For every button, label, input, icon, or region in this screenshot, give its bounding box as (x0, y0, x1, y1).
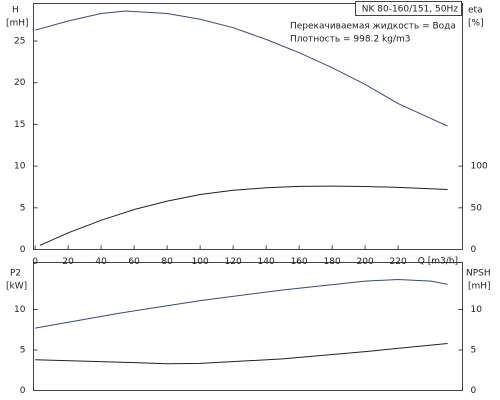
x-tick-label: 80 (161, 257, 173, 267)
y-axis-label: H (12, 6, 19, 16)
y2-tick-label: 0 (471, 386, 477, 396)
curve (39, 185, 448, 246)
curve (35, 343, 448, 365)
y-tick-label: 5 (20, 203, 26, 213)
y-axis-unit: [mH] (6, 19, 29, 29)
y2-axis-label: eta (468, 6, 483, 16)
x-tick-label: 220 (390, 257, 407, 267)
x-tick-label: 60 (128, 257, 140, 267)
y2-tick-label: 100 (471, 162, 488, 172)
y-axis-unit: [kW] (6, 282, 27, 292)
plot-frame (33, 262, 463, 391)
curve (34, 10, 448, 127)
x-tick-label: 120 (225, 257, 242, 267)
x-axis-label: Q [m3/h] (418, 257, 458, 267)
y2-axis-unit: [mH] (468, 282, 491, 292)
y-tick-label: 10 (14, 305, 26, 315)
y-tick-label: 20 (14, 78, 26, 88)
title-box (355, 1, 462, 16)
x-tick-label: 40 (95, 257, 107, 267)
y-tick-label: 10 (14, 162, 26, 172)
x-tick-label: 200 (357, 257, 374, 267)
y2-tick-label: 50 (471, 203, 483, 213)
y-tick-label: 5 (20, 345, 26, 355)
curve (35, 278, 448, 329)
plot-frame (33, 3, 463, 250)
x-tick-label: 180 (324, 257, 341, 267)
y-tick-label: 0 (20, 386, 26, 396)
x-tick-label: 20 (62, 257, 74, 267)
y2-axis-unit: [%] (468, 19, 484, 29)
y-tick-label: 25 (14, 37, 25, 47)
x-tick-label: 0 (32, 257, 38, 267)
y2-tick-label: 10 (471, 305, 483, 315)
annotation: Плотность = 998.2 kg/m3 (290, 35, 411, 45)
y2-axis-label: NPSH (466, 269, 491, 279)
x-tick-label: 160 (291, 257, 308, 267)
x-tick-label: 140 (258, 257, 275, 267)
y-tick-label: 15 (14, 120, 25, 130)
y-axis-label: P2 (10, 269, 21, 279)
y-tick-label: 0 (20, 245, 26, 255)
y2-tick-label: 5 (471, 345, 477, 355)
chart-title: NK 80-160/151, 50Hz (362, 5, 459, 15)
y2-tick-label: 0 (471, 245, 477, 255)
x-tick-label: 100 (192, 257, 209, 267)
annotation: Перекачиваемая жидкость = Вода (290, 22, 456, 32)
